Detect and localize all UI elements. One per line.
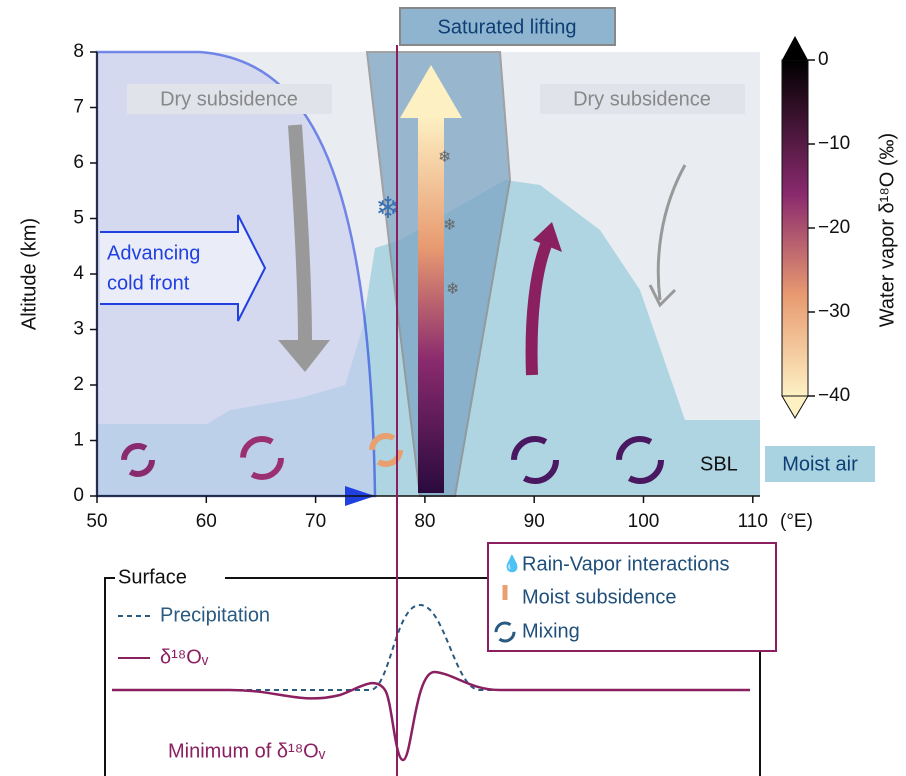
svg-text:❄: ❄ xyxy=(438,149,451,166)
x-tick-label: 90 xyxy=(524,511,545,532)
minimum-annotation: Minimum of δ¹⁸Oᵥ xyxy=(168,740,326,762)
diagram: Saturated lifting Advancing cold front D… xyxy=(0,0,906,776)
x-tick-label: 110 xyxy=(738,511,768,532)
legend-precip: Precipitation xyxy=(160,604,270,626)
y-tick-label: 8 xyxy=(73,41,84,62)
dry-subsidence-label: Dry subsidence xyxy=(160,88,298,110)
x-tick-label: 100 xyxy=(628,511,660,532)
x-tick-label: 60 xyxy=(196,511,217,532)
process-label: Rain-Vapor interactions xyxy=(522,553,730,575)
colorbar-tick-label: −20 xyxy=(818,217,850,238)
y-tick-label: 5 xyxy=(73,208,84,229)
y-tick-label: 0 xyxy=(73,485,84,506)
svg-text:❄: ❄ xyxy=(446,281,459,298)
y-axis-label: Altitude (km) xyxy=(18,218,40,330)
vapor-arrow xyxy=(418,115,444,493)
colorbar-tick-label: −40 xyxy=(818,385,850,406)
title: Saturated lifting xyxy=(438,16,577,38)
colorbar-label: Water vapor δ¹⁸O (‰) xyxy=(876,133,898,327)
y-tick-label: 7 xyxy=(73,97,84,118)
dry-subsidence-label: Dry subsidence xyxy=(573,88,711,110)
colorbar-bottom xyxy=(782,396,808,418)
x-axis-unit: (°E) xyxy=(780,511,813,532)
sbl-label: SBL xyxy=(700,453,738,475)
svg-text:❄: ❄ xyxy=(443,217,456,234)
y-tick-label: 6 xyxy=(73,152,84,173)
colorbar-tick-label: −30 xyxy=(818,301,850,322)
colorbar-tick-label: −10 xyxy=(818,133,850,154)
process-label: Mixing xyxy=(522,620,580,642)
cold-front-label: Advancing xyxy=(107,242,200,264)
colorbar-tick-label: 0 xyxy=(818,49,829,70)
legend-d18o: δ¹⁸Oᵥ xyxy=(160,646,209,668)
process-label: Moist subsidence xyxy=(522,586,677,608)
x-tick-label: 70 xyxy=(305,511,326,532)
x-tick-label: 50 xyxy=(86,511,107,532)
drop-icon: 💧 xyxy=(502,554,522,573)
moist-air-label: Moist air xyxy=(782,453,858,475)
y-tick-label: 3 xyxy=(73,319,84,340)
colorbar-top xyxy=(782,36,808,60)
y-tick-label: 4 xyxy=(73,263,84,284)
y-tick-label: 1 xyxy=(73,430,84,451)
y-tick-label: 2 xyxy=(73,374,84,395)
cold-front-label: cold front xyxy=(107,272,190,294)
colorbar xyxy=(782,60,808,396)
x-tick-label: 80 xyxy=(414,511,435,532)
surface-title: Surface xyxy=(118,566,187,588)
